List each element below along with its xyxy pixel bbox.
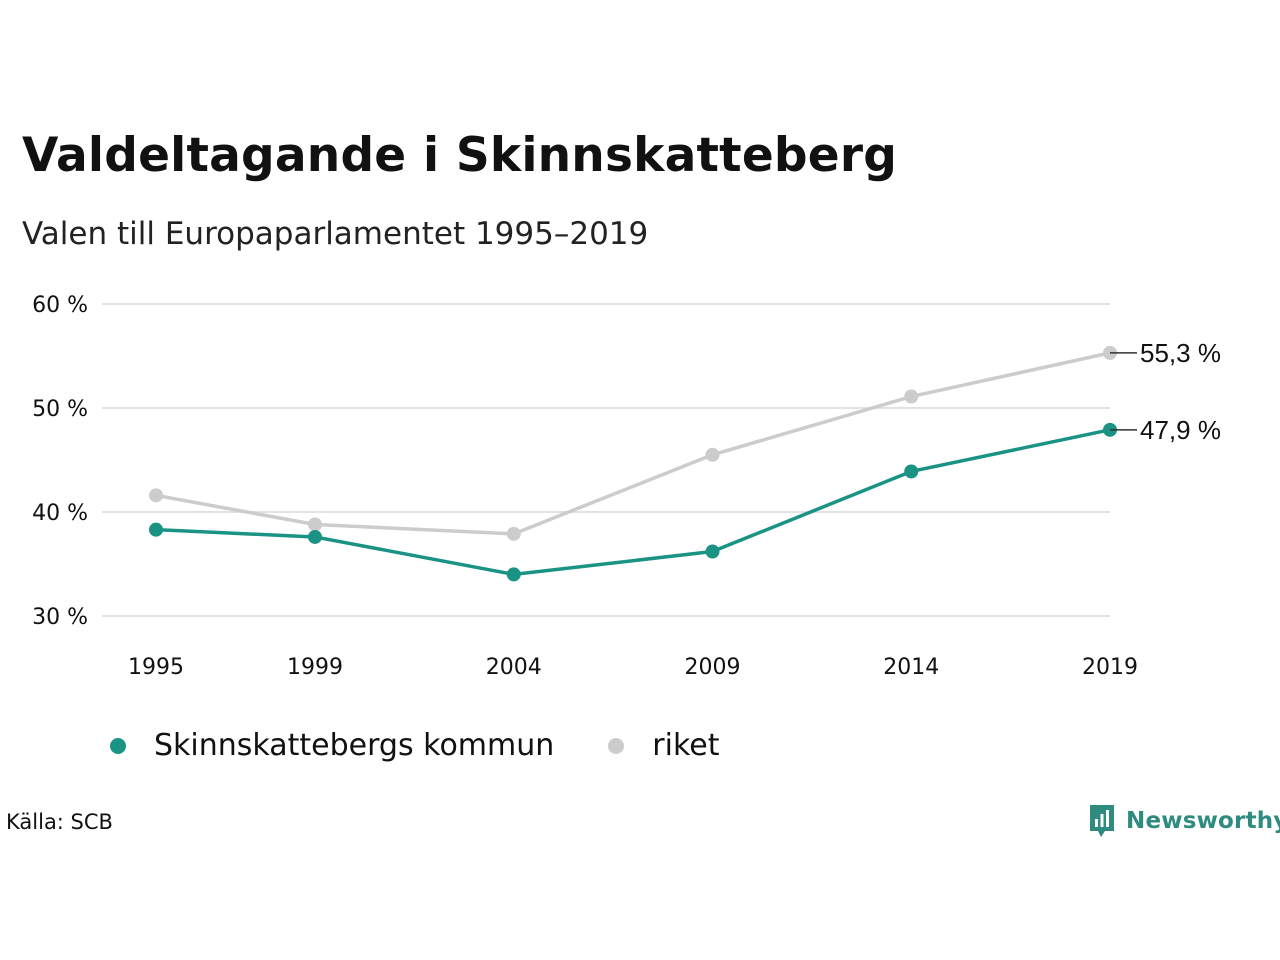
chart-subtitle: Valen till Europaparlamentet 1995–2019: [22, 216, 649, 252]
x-tick-label: 1995: [128, 655, 184, 680]
chart-title: Valdeltagande i Skinnskatteberg: [22, 128, 898, 183]
x-tick-label: 2009: [685, 655, 741, 680]
legend-label: Skinnskattebergs kommun: [154, 728, 555, 763]
data-point-riket: [904, 389, 919, 404]
x-axis-ticks: 1995 1999 2004 2009 2014 2019: [128, 655, 1138, 680]
data-point-kommun: [705, 544, 720, 559]
y-tick-label: 50 %: [32, 397, 88, 422]
legend-label: riket: [652, 728, 720, 763]
data-point-riket: [149, 488, 163, 503]
source-note: Källa: SCB: [6, 810, 113, 834]
x-tick-label: 2014: [883, 655, 939, 680]
end-value-label: 47,9 %: [1140, 415, 1221, 445]
end-labels: 47,9 % 55,3 %: [1110, 338, 1221, 445]
series-line-kommun: [154, 428, 1112, 577]
end-value-label: 55,3 %: [1140, 338, 1221, 368]
x-tick-label: 2004: [486, 655, 542, 680]
data-point-kommun: [308, 529, 322, 544]
legend-dot-icon: [110, 737, 126, 754]
data-point-riket: [308, 517, 322, 532]
gridlines: [102, 303, 1110, 617]
data-point-riket: [705, 447, 720, 462]
y-tick-label: 30 %: [32, 605, 88, 630]
x-tick-label: 2019: [1082, 655, 1138, 680]
x-tick-label: 1999: [287, 655, 343, 680]
series-line-riket: [154, 351, 1112, 536]
y-tick-label: 60 %: [32, 293, 88, 318]
data-point-kommun: [904, 464, 919, 479]
legend-item-riket[interactable]: riket: [608, 728, 719, 763]
data-point-kommun: [149, 522, 163, 537]
legend: Skinnskattebergs kommun riket: [110, 728, 773, 763]
y-axis-ticks: 30 % 40 % 50 % 60 %: [32, 293, 88, 630]
legend-item-kommun[interactable]: Skinnskattebergs kommun: [110, 728, 554, 763]
y-tick-label: 40 %: [32, 501, 88, 526]
legend-dot-icon: [608, 737, 625, 754]
logo-text: Newsworthy: [1126, 808, 1280, 834]
bar-chart-speech-bubble-icon: [1090, 805, 1114, 837]
data-point-kommun: [506, 567, 521, 582]
data-point-riket: [506, 526, 521, 541]
newsworthy-logo[interactable]: Newsworthy: [1088, 803, 1280, 839]
series-layer: [149, 345, 1117, 582]
